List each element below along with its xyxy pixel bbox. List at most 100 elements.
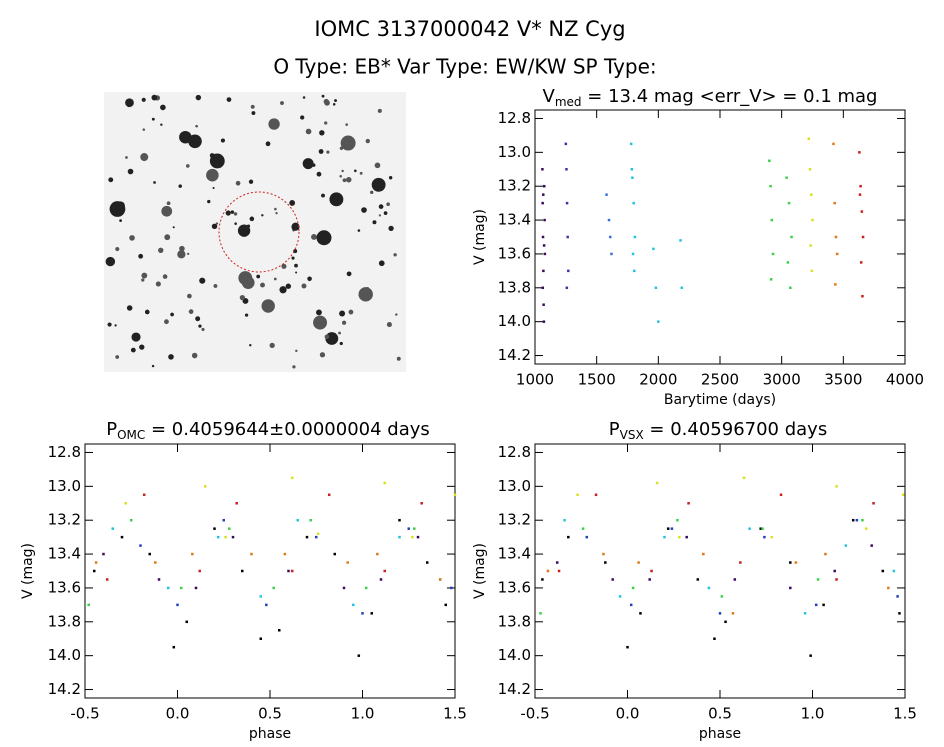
- y-tick-label: 12.8: [498, 443, 531, 461]
- data-point: [814, 603, 818, 607]
- y-tick-label: 13.6: [48, 578, 81, 596]
- y-tick-label: 13.2: [48, 511, 81, 529]
- star: [114, 324, 117, 327]
- star: [318, 149, 324, 154]
- data-point: [411, 535, 414, 539]
- star: [164, 319, 169, 325]
- data-point: [822, 603, 825, 607]
- star: [170, 312, 174, 317]
- data-point: [679, 239, 682, 242]
- star: [305, 128, 312, 135]
- star: [339, 175, 342, 178]
- data-point: [707, 586, 711, 590]
- data-point: [881, 569, 885, 573]
- star: [388, 176, 393, 180]
- star: [177, 250, 186, 259]
- star: [324, 334, 330, 340]
- data-point: [376, 552, 379, 556]
- x-tick-label: 0.0: [166, 705, 190, 723]
- data-point: [176, 603, 179, 607]
- star: [160, 123, 163, 126]
- star: [358, 287, 373, 302]
- star: [383, 211, 388, 215]
- data-point: [861, 518, 864, 522]
- data-point: [541, 235, 545, 239]
- page-subtitle: O Type: EB* Var Type: EW/KW SP Type:: [273, 55, 656, 79]
- data-point: [779, 493, 783, 497]
- data-point: [816, 578, 820, 581]
- data-point: [835, 578, 838, 581]
- data-point: [316, 532, 320, 535]
- data-point: [346, 561, 349, 564]
- data-point: [576, 493, 579, 497]
- data-point: [607, 218, 611, 222]
- star: [220, 138, 225, 143]
- star: [233, 212, 238, 216]
- data-point: [789, 561, 792, 564]
- star: [126, 305, 133, 311]
- data-point: [670, 527, 674, 530]
- star: [248, 179, 254, 184]
- data-point: [859, 184, 862, 188]
- data-point: [594, 493, 598, 497]
- star: [321, 94, 325, 98]
- star: [244, 313, 249, 317]
- data-point: [608, 235, 612, 239]
- star: [187, 293, 192, 299]
- data-point: [333, 552, 336, 556]
- data-point: [444, 603, 447, 607]
- data-point: [357, 654, 361, 657]
- data-point: [809, 244, 812, 247]
- data-point: [290, 476, 294, 480]
- sky-image: [104, 92, 406, 372]
- star: [313, 315, 328, 330]
- star: [151, 364, 155, 368]
- x-tick-label: 1.5: [893, 705, 917, 723]
- data-point: [194, 586, 198, 590]
- x-tick-label: 1500: [578, 371, 616, 389]
- star: [105, 256, 116, 267]
- star: [256, 274, 261, 279]
- data-point: [272, 586, 275, 590]
- data-point: [870, 544, 873, 547]
- data-point: [555, 561, 559, 564]
- data-point: [630, 168, 634, 171]
- data-point: [835, 252, 839, 256]
- data-point: [102, 552, 105, 556]
- data-point: [787, 201, 791, 205]
- data-point: [327, 493, 331, 497]
- data-point: [810, 193, 813, 196]
- star: [326, 150, 330, 154]
- data-point: [541, 201, 544, 205]
- y-tick-label: 14.0: [498, 312, 531, 330]
- data-point: [858, 193, 862, 196]
- star: [338, 331, 341, 335]
- data-point: [685, 535, 688, 539]
- data-point: [407, 527, 410, 530]
- star: [115, 246, 120, 252]
- data-point: [678, 535, 681, 539]
- y-tick-label: 13.2: [498, 177, 531, 195]
- y-tick-label: 13.6: [498, 578, 531, 596]
- data-point: [731, 612, 735, 615]
- data-point: [629, 603, 633, 607]
- data-point: [542, 320, 546, 323]
- data-point: [204, 485, 207, 488]
- star: [273, 277, 277, 281]
- data-point: [835, 485, 838, 488]
- data-point: [564, 142, 568, 146]
- star: [151, 117, 155, 121]
- data-point: [657, 320, 660, 323]
- star: [378, 204, 384, 209]
- x-tick-label: 0.0: [616, 705, 640, 723]
- data-point: [633, 269, 636, 273]
- data-point: [809, 654, 812, 657]
- star: [179, 245, 185, 252]
- star: [107, 322, 112, 327]
- star: [289, 200, 296, 206]
- data-point: [105, 578, 109, 581]
- data-point: [563, 518, 566, 522]
- data-point: [666, 527, 670, 530]
- data-point: [648, 578, 651, 581]
- data-point: [581, 527, 585, 530]
